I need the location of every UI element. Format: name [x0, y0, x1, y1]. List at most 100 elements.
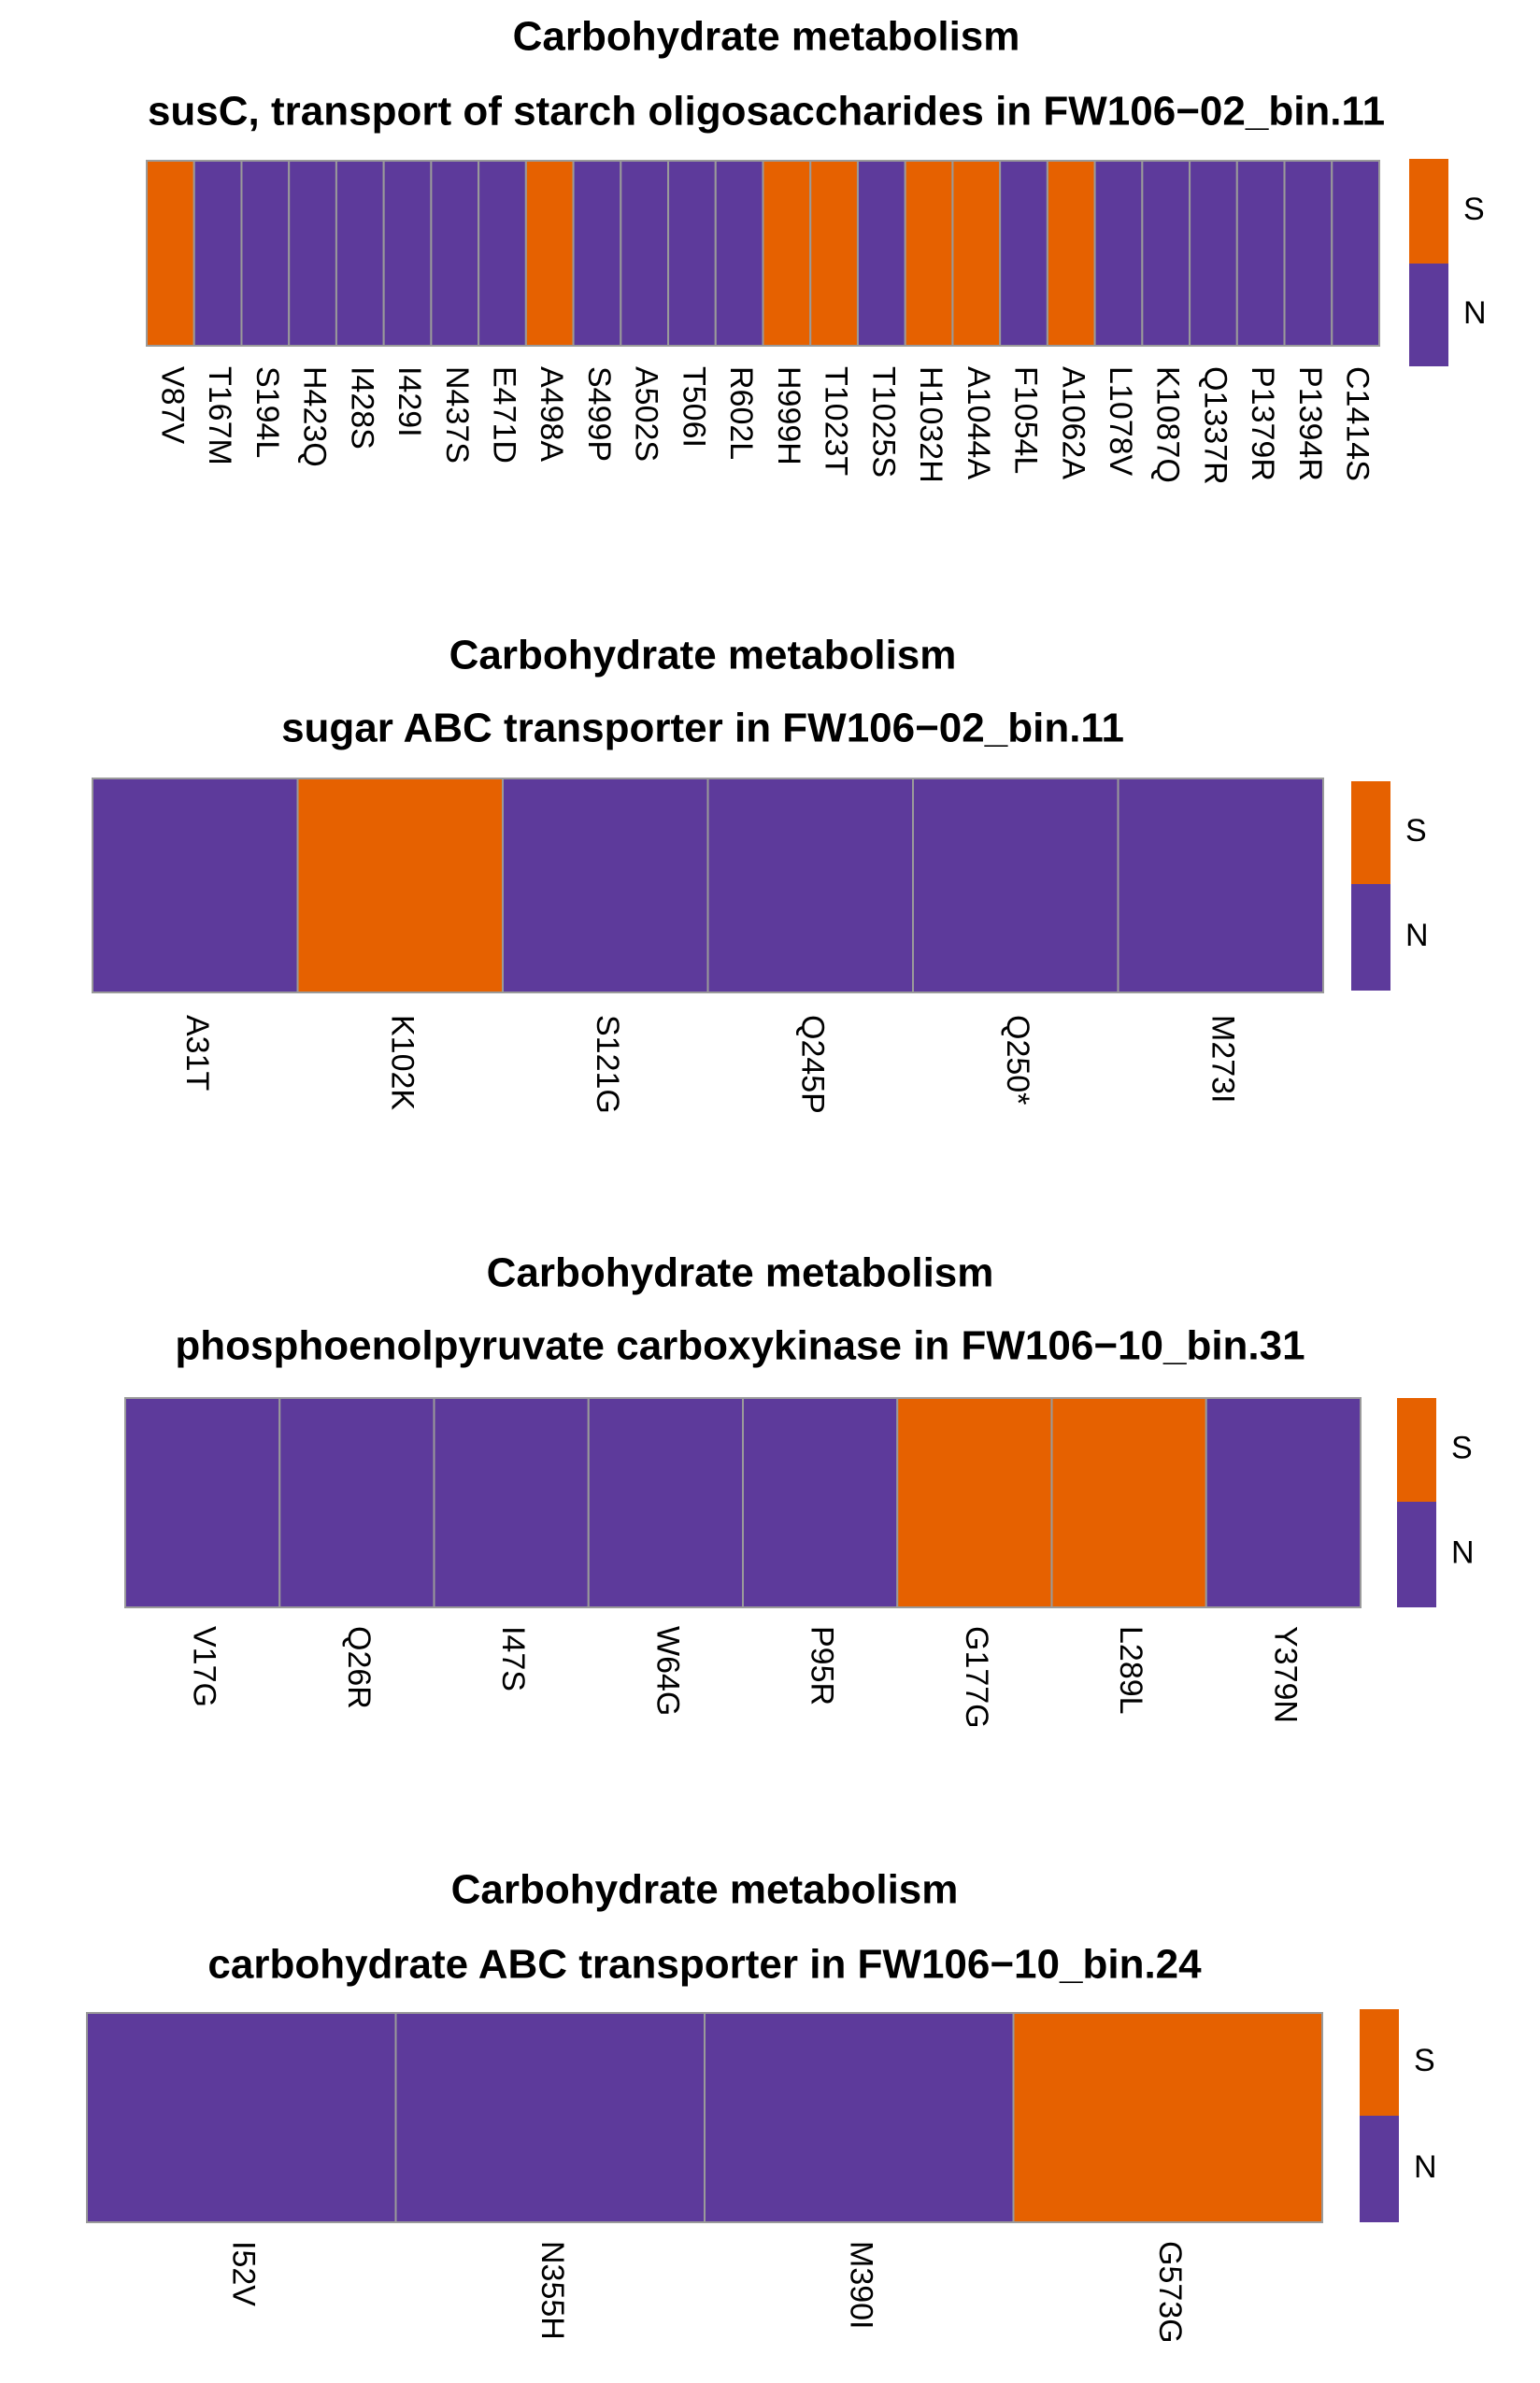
heatmap-cell-n: [288, 160, 337, 347]
x-tick-label: P1379R: [1245, 366, 1280, 481]
legend-swatch-n: [1360, 2116, 1399, 2222]
heatmap-cell-s: [146, 160, 195, 347]
x-tick-label: H1032H: [913, 366, 948, 483]
legend-swatch-n: [1351, 884, 1390, 991]
heatmap-cell-n: [1283, 160, 1333, 347]
x-tick-label: S499P: [581, 366, 617, 462]
chart-title: Carbohydrate metabolism: [451, 1867, 959, 1913]
heatmap-cell-n: [278, 1397, 435, 1608]
x-tick-label: Q1337R: [1197, 366, 1233, 485]
heatmap-cell-s: [1012, 2012, 1323, 2223]
heatmap-cell-s: [524, 160, 575, 347]
legend-swatch-s: [1351, 781, 1390, 884]
heatmap-cell-n: [714, 160, 764, 347]
heatmap-cell-n: [92, 778, 299, 993]
x-tick-label: S194L: [250, 366, 285, 458]
x-tick-label: I428S: [344, 366, 379, 449]
x-tick-label: Q26R: [341, 1626, 377, 1709]
x-tick-label: T1023T: [819, 366, 854, 476]
legend-swatch-n: [1409, 264, 1448, 366]
x-tick-label: Q250*: [1000, 1015, 1035, 1105]
x-tick-label: Y379N: [1267, 1626, 1303, 1723]
heatmap-cell-n: [1235, 160, 1286, 347]
heatmap-cell-n: [124, 1397, 281, 1608]
heatmap-cell-s: [296, 778, 504, 993]
chart-subtitle: carbohydrate ABC transporter in FW106−10…: [207, 1942, 1202, 1988]
chart-title: Carbohydrate metabolism: [487, 1250, 994, 1296]
heatmap-cell-n: [1141, 160, 1191, 347]
chart-subtitle: phosphoenolpyruvate carboxykinase in FW1…: [175, 1323, 1305, 1369]
legend-label-s: S: [1451, 1430, 1473, 1465]
x-tick-label: C1414S: [1340, 366, 1376, 481]
heatmap-cell-n: [478, 160, 527, 347]
x-tick-label: A1062A: [1055, 366, 1091, 479]
chart-subtitle: sugar ABC transporter in FW106−02_bin.11: [281, 706, 1124, 751]
x-tick-label: T1025S: [865, 366, 901, 478]
x-tick-label: V17G: [187, 1626, 222, 1707]
chart-subtitle: susC, transport of starch oligosaccharid…: [148, 89, 1385, 135]
heatmap-cell-n: [86, 2012, 397, 2223]
legend-label-s: S: [1463, 192, 1485, 227]
x-tick-label: A502S: [629, 366, 664, 462]
x-tick-label: F1054L: [1008, 366, 1044, 474]
heatmap-cell-s: [896, 1397, 1053, 1608]
legend-swatch-s: [1360, 2009, 1399, 2116]
x-tick-label: N355H: [535, 2241, 570, 2340]
heatmap-cell-n: [912, 778, 1119, 993]
x-tick-label: R602L: [723, 366, 759, 460]
heatmap-cell-s: [809, 160, 859, 347]
x-tick-label: T167M: [202, 366, 237, 465]
x-tick-label: N437S: [439, 366, 475, 464]
heatmap-cell-n: [394, 2012, 706, 2223]
x-tick-label: G573G: [1152, 2241, 1188, 2344]
heatmap-cell-n: [587, 1397, 744, 1608]
heatmap-cell-n: [856, 160, 906, 347]
legend-swatch-n: [1397, 1502, 1436, 1607]
heatmap-cell-n: [430, 160, 480, 347]
legend-label-n: N: [1451, 1534, 1475, 1570]
x-tick-label: I429I: [392, 366, 427, 437]
x-tick-label: A1044A: [961, 366, 996, 479]
heatmap-cell-n: [742, 1397, 899, 1608]
heatmap-cell-s: [762, 160, 812, 347]
heatmap-cell-n: [240, 160, 291, 347]
x-tick-label: K1087Q: [1150, 366, 1186, 483]
heatmap-cell-s: [1046, 160, 1096, 347]
x-tick-label: M273I: [1205, 1015, 1240, 1104]
x-tick-label: T506I: [676, 366, 711, 448]
heatmap-cell-n: [667, 160, 717, 347]
x-tick-label: P95R: [805, 1626, 840, 1705]
x-tick-label: M390I: [843, 2241, 878, 2330]
legend-swatch-s: [1409, 159, 1448, 264]
heatmap-cell-n: [335, 160, 385, 347]
x-tick-label: K102K: [384, 1015, 420, 1110]
x-tick-label: Q245P: [794, 1015, 830, 1114]
legend-label-s: S: [1405, 813, 1427, 849]
heatmap-cell-n: [192, 160, 243, 347]
heatmap-cell-n: [382, 160, 433, 347]
heatmap-cell-n: [1331, 160, 1381, 347]
heatmap-cell-n: [1205, 1397, 1362, 1608]
legend-label-n: N: [1414, 2149, 1437, 2185]
heatmap-cell-n: [433, 1397, 590, 1608]
legend-label-s: S: [1414, 2043, 1435, 2078]
heatmap-cell-n: [704, 2012, 1015, 2223]
x-tick-label: I47S: [495, 1626, 531, 1691]
heatmap-cell-s: [904, 160, 954, 347]
x-tick-label: V87V: [154, 366, 190, 444]
legend-swatch-s: [1397, 1398, 1436, 1502]
heatmap-cell-n: [502, 778, 709, 993]
x-tick-label: A498A: [534, 366, 569, 462]
chart-title: Carbohydrate metabolism: [513, 14, 1020, 60]
legend-label-n: N: [1405, 918, 1429, 953]
chart-title: Carbohydrate metabolism: [449, 633, 957, 678]
legend-label-n: N: [1463, 295, 1487, 331]
heatmap-cell-n: [1117, 778, 1324, 993]
heatmap-cell-n: [1189, 160, 1238, 347]
x-tick-label: L1078V: [1103, 366, 1138, 477]
x-tick-label: W64G: [649, 1626, 685, 1716]
x-tick-label: P1394R: [1292, 366, 1328, 481]
x-tick-label: A31T: [179, 1015, 215, 1091]
heatmap-cell-n: [1093, 160, 1144, 347]
